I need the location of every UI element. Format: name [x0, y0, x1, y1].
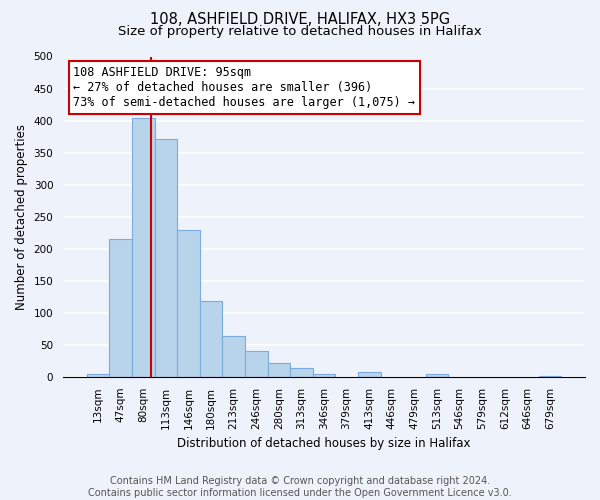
Text: 108, ASHFIELD DRIVE, HALIFAX, HX3 5PG: 108, ASHFIELD DRIVE, HALIFAX, HX3 5PG: [150, 12, 450, 28]
Bar: [358, 372, 380, 377]
Bar: [87, 374, 109, 377]
Y-axis label: Number of detached properties: Number of detached properties: [15, 124, 28, 310]
Bar: [268, 364, 290, 377]
Bar: [245, 351, 268, 377]
Bar: [313, 374, 335, 377]
Bar: [109, 239, 132, 377]
Bar: [132, 118, 155, 377]
Bar: [200, 300, 223, 377]
Bar: [539, 376, 561, 377]
Text: 108 ASHFIELD DRIVE: 95sqm
← 27% of detached houses are smaller (396)
73% of semi: 108 ASHFIELD DRIVE: 95sqm ← 27% of detac…: [73, 66, 415, 109]
Bar: [155, 139, 177, 377]
Text: Contains HM Land Registry data © Crown copyright and database right 2024.
Contai: Contains HM Land Registry data © Crown c…: [88, 476, 512, 498]
Bar: [425, 374, 448, 377]
X-axis label: Distribution of detached houses by size in Halifax: Distribution of detached houses by size …: [177, 437, 471, 450]
Bar: [177, 230, 200, 377]
Text: Size of property relative to detached houses in Halifax: Size of property relative to detached ho…: [118, 25, 482, 38]
Bar: [223, 336, 245, 377]
Bar: [290, 368, 313, 377]
